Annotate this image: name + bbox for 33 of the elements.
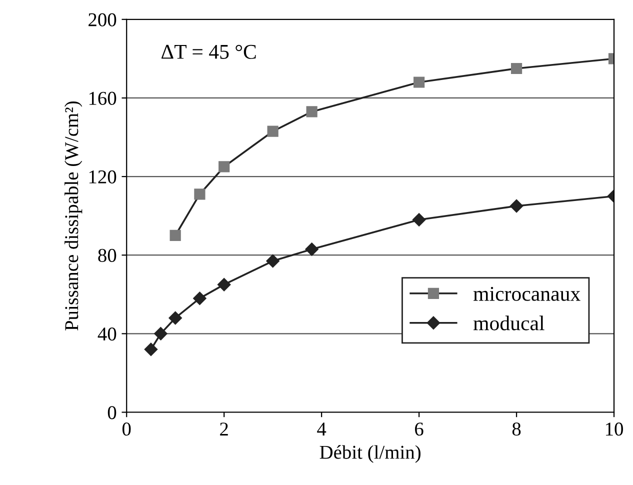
point bbox=[510, 62, 522, 74]
x-tick-label: 4 bbox=[317, 422, 326, 436]
x-tick-label: 0 bbox=[122, 422, 131, 436]
y-tick-label: 40 bbox=[98, 327, 116, 341]
legend-label: moducal bbox=[473, 316, 544, 330]
y-tick-label: 120 bbox=[89, 170, 116, 184]
x-tick-label: 2 bbox=[220, 422, 228, 436]
point bbox=[144, 342, 158, 356]
x-tick-label: 10 bbox=[606, 422, 623, 436]
point bbox=[412, 213, 426, 226]
point bbox=[217, 278, 231, 292]
legend-label: microcanaux bbox=[473, 286, 580, 301]
point bbox=[194, 188, 206, 200]
point bbox=[193, 292, 206, 305]
point bbox=[154, 327, 168, 340]
x-axis-title: Débit (l/min) bbox=[320, 445, 420, 463]
point bbox=[267, 126, 278, 137]
x-tick-label: 8 bbox=[512, 422, 521, 436]
y-axis-title: Puissance dissipable (W/cm²) bbox=[64, 101, 82, 331]
point bbox=[218, 161, 230, 172]
point bbox=[168, 311, 182, 325]
annotation: ΔT = 45 °C bbox=[162, 44, 256, 59]
y-tick-label: 200 bbox=[88, 13, 116, 26]
y-tick-label: 160 bbox=[89, 92, 116, 105]
point bbox=[266, 254, 280, 268]
x-tick-label: 6 bbox=[415, 422, 424, 436]
point bbox=[170, 230, 181, 242]
y-tick-label: 0 bbox=[108, 406, 116, 420]
point bbox=[510, 199, 524, 213]
point bbox=[305, 242, 318, 256]
y-tick-label: 80 bbox=[98, 248, 116, 262]
point bbox=[306, 106, 318, 118]
point bbox=[413, 76, 425, 88]
